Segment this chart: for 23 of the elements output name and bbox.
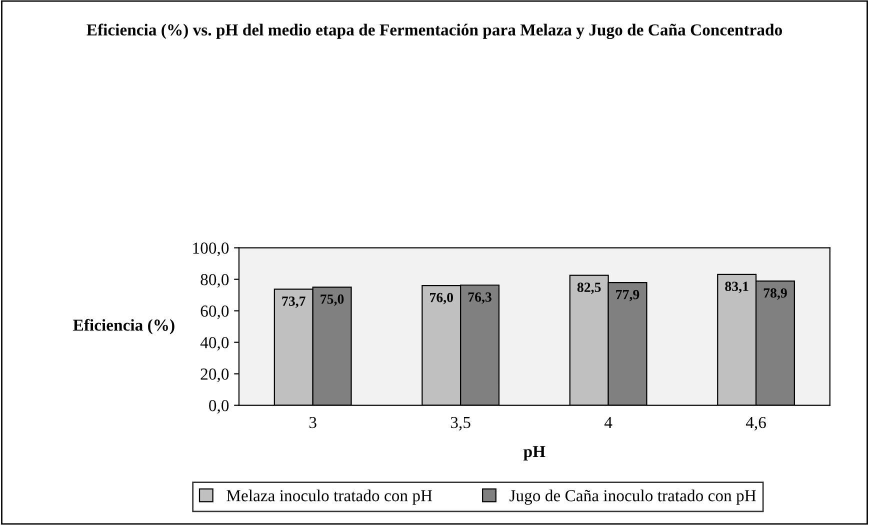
- data-label: 73,7: [282, 296, 306, 308]
- y-tick-label: 80,0: [200, 274, 229, 288]
- y-tick-label: 60,0: [200, 306, 229, 320]
- x-tick-label: 4,6: [746, 416, 766, 431]
- y-tick-label: 20,0: [200, 368, 229, 382]
- data-label: 82,5: [577, 282, 601, 294]
- legend-label: Melaza inoculo tratado con pH: [226, 490, 432, 505]
- x-tick-label: 3,5: [450, 416, 470, 431]
- data-label: 83,1: [725, 282, 748, 294]
- x-axis-title: pH: [524, 446, 546, 461]
- chart-title: Eficiencia (%) vs. pH del medio etapa de Fermentación para Melaza y Jugo de Caña Concentrado: [86, 24, 782, 40]
- y-axis-title: Eficiencia (%): [73, 318, 174, 334]
- x-tick-label: 3: [309, 416, 316, 428]
- data-label: 76,3: [468, 292, 492, 304]
- legend-label: Jugo de Caña inoculo tratado con pH: [510, 490, 756, 505]
- data-label: 76,0: [430, 292, 453, 304]
- y-tick-label: 100,0: [193, 242, 229, 256]
- data-label: 78,9: [764, 288, 787, 300]
- y-tick-label: 40,0: [200, 337, 229, 351]
- y-tick-label: 0,0: [209, 400, 229, 414]
- x-tick-label: 4: [604, 417, 612, 428]
- data-label: 75,0: [320, 294, 344, 306]
- data-label: 77,9: [616, 290, 640, 302]
